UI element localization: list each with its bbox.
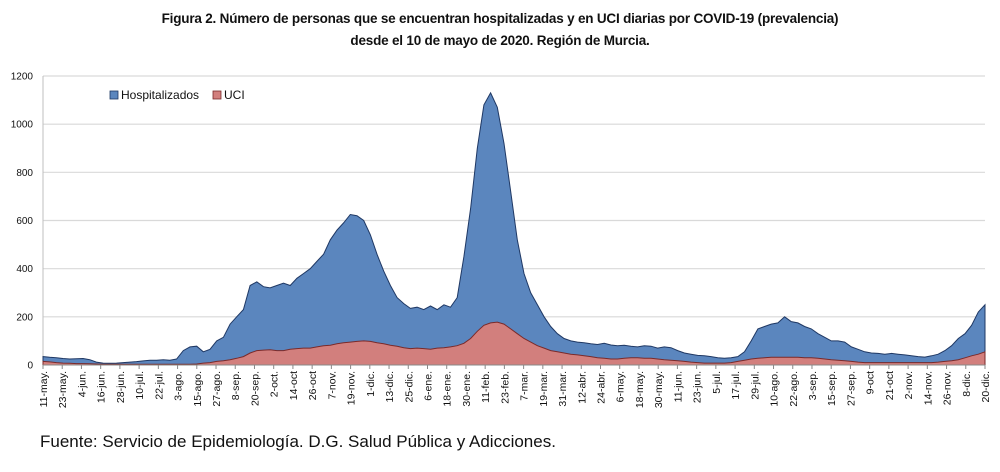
x-tick-label: 29-jul. bbox=[749, 371, 761, 400]
x-tick-label: 12-abr. bbox=[576, 371, 588, 404]
x-tick-label: 14-oct bbox=[288, 371, 300, 400]
x-tick-label: 14-nov. bbox=[922, 371, 934, 405]
chart-subtitle: desde el 10 de mayo de 2020. Región de M… bbox=[350, 33, 650, 48]
x-tick-label: 9-oct bbox=[865, 371, 877, 394]
x-tick-label: 16-jun. bbox=[96, 371, 108, 403]
legend-label: Hospitalizados bbox=[121, 88, 199, 102]
x-tick-label: 2-oct. bbox=[269, 371, 281, 397]
x-tick-label: 5-jul. bbox=[711, 371, 723, 394]
x-tick-label: 28-jun. bbox=[115, 371, 127, 403]
x-tick-label: 18-may. bbox=[634, 371, 646, 408]
x-tick-label: 3-ago. bbox=[173, 371, 185, 401]
x-tick-label: 23-jun. bbox=[692, 371, 704, 403]
x-tick-label: 31-mar. bbox=[557, 371, 569, 407]
x-tick-label: 7-nov. bbox=[326, 371, 338, 399]
x-tick-label: 20-dic. bbox=[980, 371, 992, 403]
x-tick-label: 20-sep. bbox=[249, 371, 261, 406]
x-tick-label: 19-nov. bbox=[346, 371, 358, 405]
y-tick-label: 400 bbox=[16, 264, 33, 275]
x-tick-label: 26-nov. bbox=[942, 371, 954, 405]
x-tick-label: 1-dic. bbox=[365, 371, 377, 397]
area-hospitalizados bbox=[42, 91, 986, 366]
x-tick-label: 23-feb. bbox=[499, 371, 511, 404]
x-tick-label: 30-may. bbox=[653, 371, 665, 408]
x-tick-label: 11-may. bbox=[38, 371, 50, 407]
x-tick-label: 13-dic. bbox=[384, 371, 396, 403]
x-tick-label: 11-feb. bbox=[480, 371, 492, 403]
x-tick-label: 22-ago. bbox=[788, 371, 800, 407]
x-tick-label: 23-may. bbox=[57, 371, 69, 408]
x-tick-label: 3-sep. bbox=[807, 371, 819, 400]
x-tick-label: 6-may. bbox=[615, 371, 627, 402]
y-tick-label: 200 bbox=[16, 312, 33, 323]
x-tick-label: 2-nov. bbox=[903, 371, 915, 399]
y-tick-label: 1200 bbox=[11, 72, 34, 83]
x-tick-label: 7-mar. bbox=[519, 371, 531, 401]
x-tick-label: 8-sep. bbox=[230, 371, 242, 400]
x-tick-label: 19-mar. bbox=[538, 371, 550, 407]
y-tick-label: 0 bbox=[27, 361, 33, 372]
x-tick-label: 10-jul. bbox=[134, 371, 146, 400]
legend-swatch bbox=[109, 90, 119, 100]
area-uci bbox=[42, 321, 986, 366]
x-tick-label: 15-ago. bbox=[192, 371, 204, 407]
x-tick-label: 21-oct bbox=[884, 371, 896, 400]
x-tick-label: 4-jun. bbox=[76, 371, 88, 397]
x-tick-label: 30-ene. bbox=[461, 371, 473, 407]
chart-title: Figura 2. Número de personas que se encu… bbox=[161, 11, 839, 26]
legend-swatch bbox=[212, 90, 222, 100]
y-tick-label: 800 bbox=[16, 168, 33, 179]
legend-label: UCI bbox=[224, 88, 245, 102]
y-tick-label: 1000 bbox=[11, 120, 34, 131]
area-chart: 0 200 400 600 800 1000 1200 11-may. 23-may. 4-jun… bbox=[11, 72, 992, 409]
x-tick-label: 24-abr. bbox=[596, 371, 608, 404]
source-note: Fuente: Servicio de Epidemiología. D.G. … bbox=[40, 432, 556, 451]
x-tick-label: 6-ene. bbox=[422, 371, 434, 401]
x-tick-label: 27-ago. bbox=[211, 371, 223, 407]
x-tick-label: 10-ago. bbox=[769, 371, 781, 407]
x-tick-label: 8-dic. bbox=[961, 371, 973, 397]
x-tick-label: 22-jul. bbox=[153, 371, 165, 400]
x-tick-label: 25-dic. bbox=[403, 371, 415, 403]
x-tick-label: 27-sep. bbox=[845, 371, 857, 406]
x-tick-label: 17-jul. bbox=[730, 371, 742, 400]
x-tick-label: 11-jun. bbox=[672, 371, 684, 402]
y-tick-label: 600 bbox=[16, 216, 33, 227]
x-tick-label: 26-oct bbox=[307, 371, 319, 400]
x-tick-label: 15-sep. bbox=[826, 371, 838, 406]
x-tick-label: 18-ene. bbox=[442, 371, 454, 407]
